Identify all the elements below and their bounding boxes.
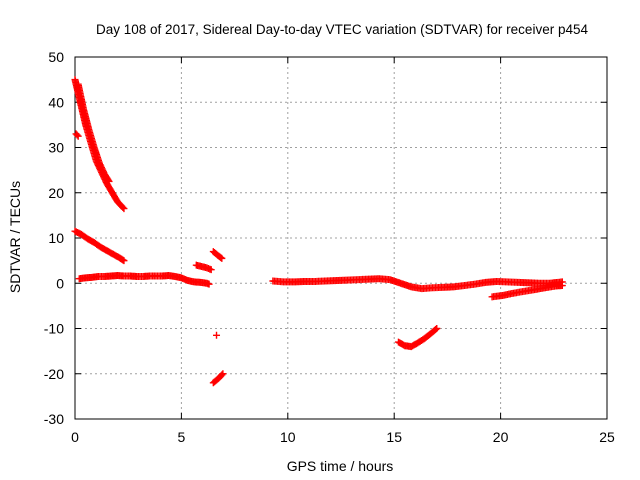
data-point [104, 176, 112, 184]
y-tick-label: 10 [48, 230, 64, 246]
x-tick-label: 15 [386, 429, 402, 445]
y-tick-label: 20 [48, 185, 64, 201]
y-tick-label: 0 [56, 275, 64, 291]
data-points [71, 76, 566, 387]
y-tick-label: 40 [48, 94, 64, 110]
y-tick-label: 50 [48, 49, 64, 65]
y-tick-label: 30 [48, 140, 64, 156]
data-point [73, 131, 81, 139]
data-point [218, 371, 226, 379]
x-tick-label: 10 [280, 429, 296, 445]
y-tick-label: -20 [44, 366, 64, 382]
x-tick-label: 20 [493, 429, 509, 445]
data-point [105, 177, 113, 185]
data-point [432, 325, 440, 333]
data-point [433, 325, 441, 332]
x-tick-label: 5 [178, 429, 186, 445]
y-axis-label: SDTVAR / TECUs [7, 181, 23, 293]
y-tick-label: -30 [44, 411, 64, 427]
data-point [74, 132, 82, 140]
chart-title: Day 108 of 2017, Sidereal Day-to-day VTE… [96, 22, 588, 37]
data-point [120, 205, 128, 213]
x-tick-label: 0 [71, 429, 79, 445]
x-tick-label: 25 [599, 429, 615, 445]
y-tick-label: -10 [44, 321, 64, 337]
axis-ticks: 0 5 10 15 20 25 -30 -20 -10 0 10 20 30 40 50 [44, 49, 615, 445]
grid-lines [75, 57, 607, 419]
data-point [213, 331, 221, 339]
data-point [119, 203, 127, 211]
data-point [219, 370, 227, 378]
x-axis-label: GPS time / hours [287, 458, 394, 474]
data-point [217, 254, 225, 262]
data-point [207, 266, 215, 274]
data-point [558, 282, 566, 290]
data-point [218, 254, 226, 262]
data-point [120, 257, 128, 265]
data-point [205, 280, 213, 288]
